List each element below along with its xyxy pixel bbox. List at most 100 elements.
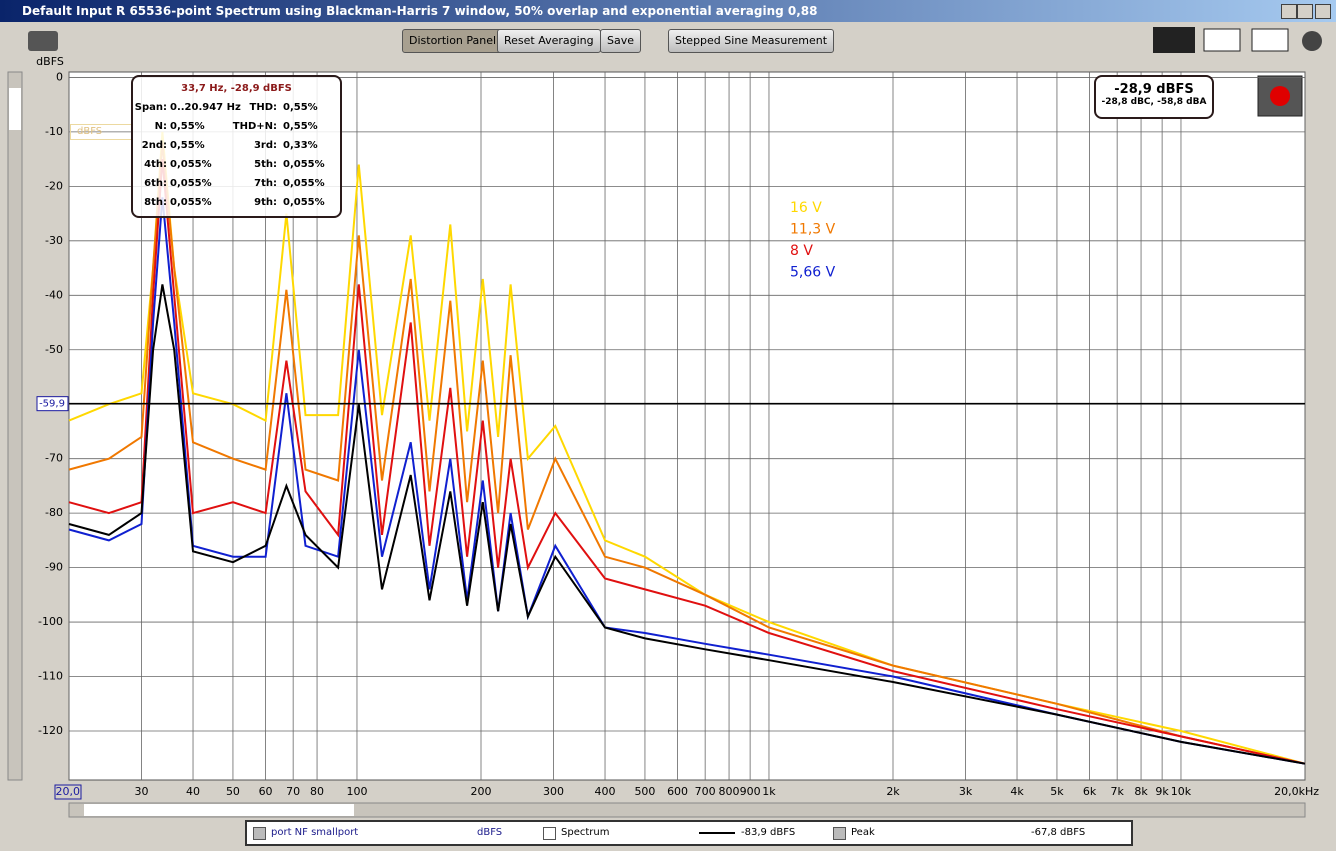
x-tick-label: 4k	[1010, 785, 1024, 798]
info-value: 0,55%	[170, 121, 205, 132]
info-label: Span:	[134, 102, 167, 113]
x-tick-label: 30	[135, 785, 149, 798]
info-label: 9th:	[254, 197, 277, 208]
info-label: THD:	[249, 102, 278, 113]
channel-checkbox[interactable]	[253, 827, 266, 840]
x-tick-label: 900	[740, 785, 761, 798]
x-tick-label: 400	[595, 785, 616, 798]
y-axis-label: dBFS	[36, 55, 64, 68]
y-tick-label: -120	[38, 724, 63, 737]
close-button[interactable]	[1315, 4, 1331, 19]
spectrum-line	[68, 159, 1306, 765]
channel-unit: dBFS	[477, 827, 503, 838]
x-tick-label: 20,0kHz	[1274, 785, 1319, 798]
spectrum-level: -83,9 dBFS	[741, 827, 796, 838]
y-tick-label: -100	[38, 615, 63, 628]
scroll-thumb[interactable]	[9, 88, 21, 130]
y-tick-label: 0	[56, 70, 63, 83]
toolbar-button[interactable]: Stepped Sine Measurement	[668, 29, 835, 53]
series-label: 16 V	[790, 200, 822, 216]
series-label: 5,66 V	[790, 265, 836, 281]
x-tick-label: 7k	[1110, 785, 1124, 798]
peak-label: Peak	[851, 827, 875, 838]
status-bar: port NF smallport dBFS Spectrum -83,9 dB…	[245, 820, 1133, 846]
info-label: N:	[154, 121, 167, 132]
x-tick-label: 40	[186, 785, 200, 798]
vertical-scrollbar[interactable]	[7, 71, 23, 781]
unit-dropdown[interactable]: dBFS	[70, 124, 133, 140]
window-title: Default Input R 65536-point Spectrum usi…	[22, 4, 818, 18]
info-row: 4th: 0,055% 5th: 0,055%	[133, 159, 340, 173]
level-panel: -28,9 dBFS -28,8 dBC, -58,8 dBA	[1094, 75, 1214, 119]
y-tick-label: -90	[45, 561, 63, 574]
info-value: 0,055%	[170, 178, 212, 189]
spectrum-label: Spectrum	[561, 827, 610, 838]
horizontal-scrollbar[interactable]	[68, 802, 1306, 818]
info-row: 6th: 0,055% 7th: 0,055%	[133, 178, 340, 192]
maximize-button[interactable]	[1297, 4, 1313, 19]
spectrum-line	[68, 197, 1306, 765]
x-tick-label: 500	[634, 785, 655, 798]
info-value: 0..20.947 Hz	[170, 102, 241, 113]
info-label: 5th:	[254, 159, 277, 170]
scroll-thumb[interactable]	[84, 804, 354, 816]
info-label: 8th:	[144, 197, 167, 208]
info-value: 0,055%	[170, 197, 212, 208]
info-label: 4th:	[144, 159, 167, 170]
distortion-panel: 33,7 Hz, -28,9 dBFS Span: 0..20.947 Hz THD…	[131, 75, 342, 218]
spectrum-line	[68, 284, 1306, 765]
info-value: 0,055%	[283, 178, 325, 189]
info-row: 2nd: 0,55% 3rd: 0,33%	[133, 140, 340, 154]
x-tick-label: 800	[719, 785, 740, 798]
columns-icon[interactable]	[1203, 28, 1241, 52]
y-tick-label: -10	[45, 125, 63, 138]
x-tick-label: 60	[259, 785, 273, 798]
spectrum-line	[68, 142, 1306, 765]
info-value: 0,055%	[170, 159, 212, 170]
y-tick-label: -70	[45, 452, 63, 465]
x-tick-label: 10k	[1171, 785, 1192, 798]
info-row: N: 0,55% THD+N: 0,55%	[133, 121, 340, 135]
x-tick-label: 100	[346, 785, 367, 798]
x-tick-label: 50	[226, 785, 240, 798]
info-value: 0,55%	[283, 121, 318, 132]
y-tick-label: -80	[45, 506, 63, 519]
toolbar-button[interactable]: Distortion Panel	[402, 29, 504, 53]
x-tick-label: 3k	[959, 785, 973, 798]
x-tick-label: 2k	[886, 785, 900, 798]
weighted-level: -28,8 dBC, -58,8 dBA	[1101, 97, 1207, 107]
record-indicator	[1270, 86, 1290, 106]
x-tick-label: 6k	[1083, 785, 1097, 798]
info-value: 0,33%	[283, 140, 318, 151]
peak-checkbox[interactable]	[833, 827, 846, 840]
info-value: 0,55%	[170, 140, 205, 151]
info-header: 33,7 Hz, -28,9 dBFS	[181, 83, 292, 94]
resize-icon[interactable]	[1251, 28, 1289, 52]
title-bar: Default Input R 65536-point Spectrum usi…	[0, 0, 1336, 22]
info-label: 6th:	[144, 178, 167, 189]
info-row: 8th: 0,055% 9th: 0,055%	[133, 197, 340, 211]
cursor-label: -59,9	[39, 399, 65, 410]
y-tick-label: -50	[45, 343, 63, 356]
y-tick-label: -30	[45, 234, 63, 247]
series-label: 11,3 V	[790, 222, 836, 238]
info-label: 2nd:	[141, 140, 167, 151]
camera-icon[interactable]	[28, 31, 58, 51]
minimize-button[interactable]	[1281, 4, 1297, 19]
spectrum-checkbox[interactable]	[543, 827, 556, 840]
info-value: 0,055%	[283, 159, 325, 170]
info-label: 7th:	[254, 178, 277, 189]
series-group	[68, 131, 1306, 765]
x-tick-label: 8k	[1134, 785, 1148, 798]
x-tick-label: 5k	[1050, 785, 1064, 798]
x-tick-label: 600	[667, 785, 688, 798]
x-tick-label: 200	[471, 785, 492, 798]
settings-icon[interactable]	[1302, 31, 1322, 51]
x-tick-label: 9k	[1155, 785, 1169, 798]
x-tick-label: 300	[543, 785, 564, 798]
info-label: 3rd:	[253, 140, 277, 151]
toolbar-button[interactable]: Save	[600, 29, 642, 53]
spectrum-swatch	[699, 832, 735, 834]
view-icon[interactable]	[1153, 27, 1195, 53]
